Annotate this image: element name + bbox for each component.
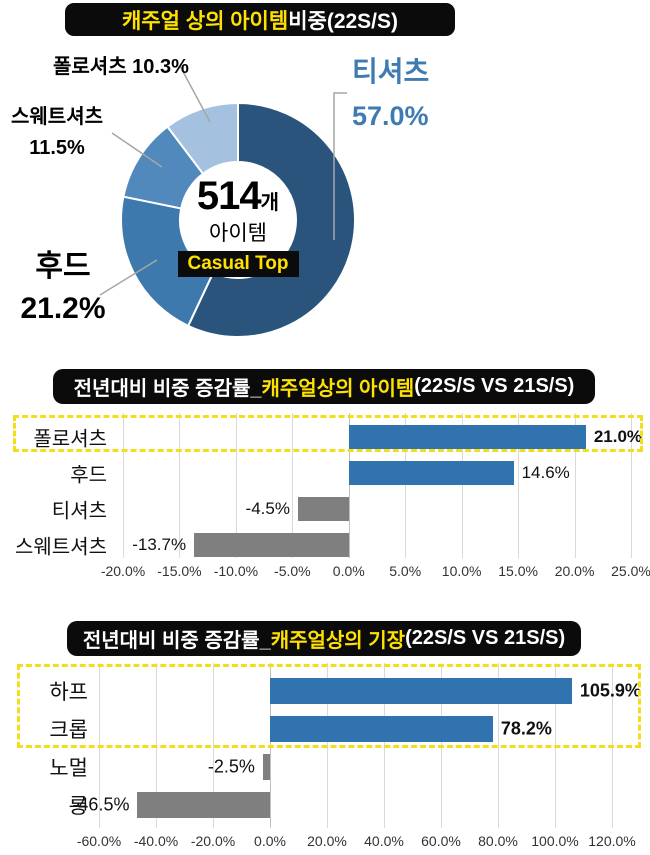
length-title-post: (22S/S VS 21S/S) xyxy=(405,627,566,649)
bar-chart-items-title: 전년대비 비중 증감률_ 캐주얼상의 아이템 (22S/S VS 21S/S) xyxy=(53,369,595,404)
category-label-하프: 하프 xyxy=(49,681,88,704)
axis-tick-label: 5.0% xyxy=(389,563,422,579)
highlight-box-half-crop-rows xyxy=(17,664,641,748)
bar-폴로셔츠 xyxy=(348,425,586,449)
donut-label-polo: 폴로셔츠 10.3% xyxy=(53,56,189,79)
leader-line-tshirt xyxy=(333,92,347,240)
sweatshirt-name: 스웨트셔츠 xyxy=(11,106,103,128)
tshirt-name: 티셔츠 xyxy=(352,56,430,87)
donut-slice-폴로셔츠 xyxy=(166,101,239,176)
bar-후드 xyxy=(348,461,514,485)
donut-center-count: 514개 xyxy=(163,174,313,219)
gridline xyxy=(123,413,124,558)
axis-tick-label: -15.0% xyxy=(157,563,202,579)
bar-스웨트셔츠 xyxy=(194,533,349,557)
category-label-후드: 후드 xyxy=(70,464,107,487)
hood-name: 후드 xyxy=(35,250,91,283)
category-label-롱: 롱 xyxy=(68,795,88,818)
bar-value-label: 14.6% xyxy=(521,463,570,482)
polo-label-text: 폴로셔츠 10.3% xyxy=(53,56,189,78)
category-label-티셔츠: 티셔츠 xyxy=(51,500,107,523)
axis-tick-label: 40.0% xyxy=(364,833,404,849)
gridline xyxy=(631,413,632,558)
axis-tick-label: -40.0% xyxy=(133,833,179,849)
gridline xyxy=(574,413,576,558)
category-label-폴로셔츠: 폴로셔츠 xyxy=(33,428,107,451)
donut-label-tshirt: 티셔츠 57.0% xyxy=(352,56,429,132)
tshirt-value: 57.0% xyxy=(352,101,429,132)
donut-chart-title: 캐주얼 상의 아이템 비중(22S/S) xyxy=(65,3,455,36)
highlight-box-polo-row xyxy=(13,415,643,452)
axis-tick-label: 15.0% xyxy=(498,563,538,579)
item-count: 514 xyxy=(196,174,262,218)
bar-하프 xyxy=(270,678,572,704)
axis-tick-label: 20.0% xyxy=(307,833,347,849)
gridline xyxy=(292,413,294,558)
bar-value-label: -2.5% xyxy=(207,756,255,777)
donut-title-rest: 비중(22S/S) xyxy=(288,9,399,33)
category-label-크롭: 크롭 xyxy=(49,719,88,742)
category-label-스웨트셔츠: 스웨트셔츠 xyxy=(15,536,107,559)
bar-value-label: -46.5% xyxy=(72,794,130,815)
axis-tick-label: -20.0% xyxy=(190,833,236,849)
bar-value-label: 78.2% xyxy=(500,718,552,739)
bar-티셔츠 xyxy=(297,497,349,521)
donut-title-highlight: 캐주얼 상의 아이템 xyxy=(121,9,289,33)
bar-value-label: 105.9% xyxy=(579,680,641,701)
axis-tick-label: 100.0% xyxy=(531,833,579,849)
axis-tick-label: 20.0% xyxy=(554,563,595,579)
axis-tick-label: 60.0% xyxy=(421,833,461,849)
axis-tick-label: 120.0% xyxy=(588,833,636,849)
bar-value-label: 21.0% xyxy=(593,427,643,446)
axis-tick-label: 0.0% xyxy=(254,833,286,849)
gridline xyxy=(405,413,407,558)
items-title-highlight: 캐주얼상의 아이템 xyxy=(261,378,415,400)
items-title-post: (22S/S VS 21S/S) xyxy=(414,375,575,397)
axis-tick-label: 25.0% xyxy=(611,563,650,579)
gridline xyxy=(518,413,520,558)
axis-tick-label: 80.0% xyxy=(478,833,518,849)
gridline xyxy=(179,413,181,558)
bar-chart-length-title: 전년대비 비중 증감률_ 캐주얼상의 기장 (22S/S VS 21S/S) xyxy=(67,621,581,656)
bar-value-label: -13.7% xyxy=(132,535,187,554)
donut-label-hood: 후드 21.2% xyxy=(7,250,119,326)
axis-tick-label: 0.0% xyxy=(332,563,365,579)
axis-tick-label: -5.0% xyxy=(274,563,311,579)
sweatshirt-value: 11.5% xyxy=(29,137,85,159)
leader-line-sweatshirt xyxy=(111,132,163,168)
donut-label-sweatshirt: 스웨트셔츠 11.5% xyxy=(4,106,110,160)
gridline xyxy=(461,413,463,558)
bar-노멀 xyxy=(262,754,270,780)
gridline xyxy=(235,413,237,558)
axis-tick-label: 10.0% xyxy=(441,563,482,579)
hood-value: 21.2% xyxy=(20,291,106,325)
category-label-노멀: 노멀 xyxy=(49,757,88,780)
casual-top-badge: Casual Top xyxy=(177,251,299,277)
item-count-unit: 개 xyxy=(260,192,280,214)
bar-크롭 xyxy=(270,716,493,742)
length-title-highlight: 캐주얼상의 기장 xyxy=(270,630,406,652)
gridline xyxy=(348,413,350,558)
axis-tick-label: -60.0% xyxy=(76,833,122,849)
bar-value-label: -4.5% xyxy=(245,499,290,518)
items-title-pre: 전년대비 비중 증감률_ xyxy=(73,378,262,400)
donut-center-label: 514개 아이템 Casual Top xyxy=(163,174,313,277)
axis-tick-label: -20.0% xyxy=(100,563,146,579)
length-title-pre: 전년대비 비중 증감률_ xyxy=(82,630,271,652)
axis-tick-label: -10.0% xyxy=(213,563,259,579)
item-word: 아이템 xyxy=(209,222,267,245)
bar-롱 xyxy=(137,792,270,818)
